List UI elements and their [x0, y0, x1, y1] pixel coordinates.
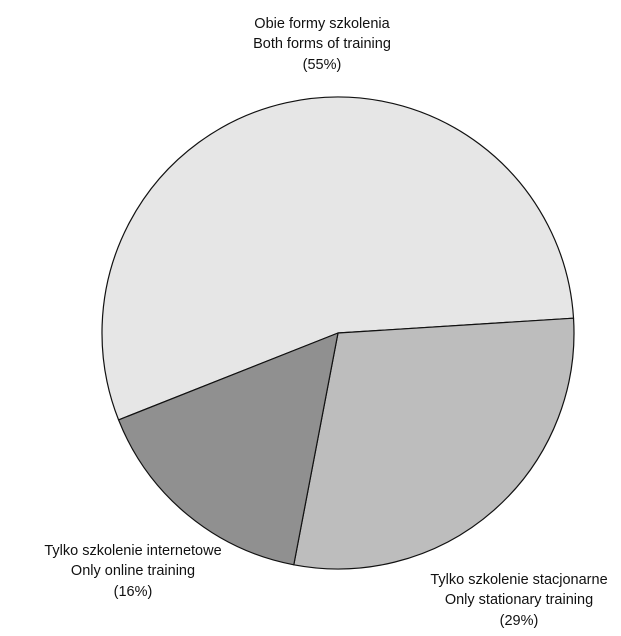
- slice-label-online-pl: Tylko szkolenie internetowe: [44, 543, 221, 559]
- pie-slice-stationary-only: [293, 317, 575, 570]
- pie-slice-online-only: [117, 332, 339, 566]
- pie-slice-both-forms: [101, 96, 575, 421]
- slice-label-stationary-pl: Tylko szkolenie stacjonarne: [430, 572, 607, 588]
- slice-label-both-pl: Obie formy szkolenia: [254, 16, 390, 32]
- slice-label-online-percent: (16%): [114, 584, 153, 600]
- pie-slices: [101, 96, 575, 570]
- slice-label-stationary-en: Only stationary training: [445, 592, 593, 608]
- slice-label-both-percent: (55%): [303, 57, 342, 73]
- slice-label-both-en: Both forms of training: [253, 36, 391, 52]
- slice-label-online-en: Only online training: [71, 563, 195, 579]
- slice-label-stationary-percent: (29%): [500, 613, 539, 629]
